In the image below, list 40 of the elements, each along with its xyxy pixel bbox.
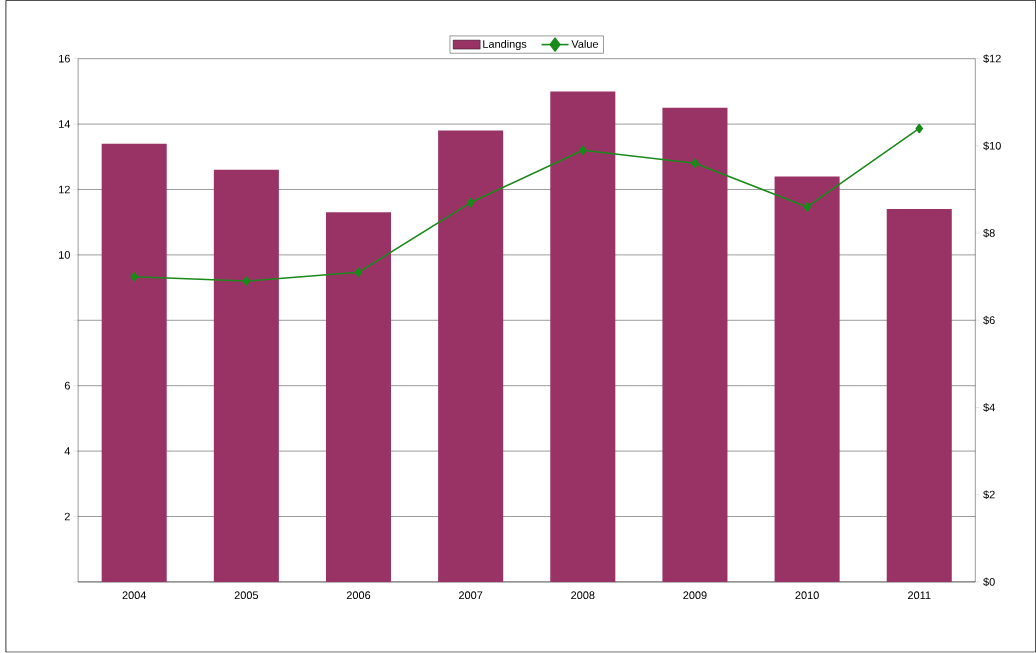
y-tick-label: 2 (64, 512, 70, 521)
x-tick-label: 2008 (571, 591, 595, 600)
x-tick-label: 2007 (459, 591, 483, 600)
y2-tick-label: $10 (983, 141, 1001, 151)
y2-tick-label: $2 (983, 490, 995, 500)
x-tick-label: 2011 (908, 591, 931, 600)
x-tick-label: 2009 (683, 591, 707, 600)
bar (101, 143, 167, 583)
bar (438, 130, 504, 583)
point (691, 158, 699, 169)
point (579, 145, 587, 156)
point (915, 123, 924, 134)
y-tick-label: 6 (64, 382, 70, 390)
y2-tick-label: $0 (983, 577, 995, 587)
x-tick-label: 2004 (122, 591, 147, 600)
y2-tick-label: $4 (983, 403, 995, 413)
bar (550, 91, 616, 583)
x-tick-label: 2010 (795, 591, 819, 600)
y2-tick-label: $6 (983, 316, 995, 325)
bar (774, 176, 840, 583)
y2-tick-label: $12 (983, 54, 1001, 64)
x-tick-label: 2006 (346, 591, 371, 600)
y-tick-label: 10 (59, 251, 70, 259)
bar (325, 212, 392, 583)
legend-label: Landings (483, 40, 527, 51)
y-tick-label: 12 (59, 185, 70, 194)
point (354, 267, 363, 278)
y-tick-label: 16 (59, 55, 70, 63)
point (130, 272, 138, 282)
y-tick-label: 4 (64, 447, 71, 456)
bar (662, 107, 728, 583)
y2-tick-label: $8 (983, 228, 995, 238)
bar (213, 170, 279, 583)
point (242, 276, 251, 287)
y-tick-label: 14 (59, 120, 71, 129)
point (466, 198, 475, 208)
legend-label: Value (571, 40, 599, 49)
point (803, 202, 811, 212)
bar (886, 209, 952, 583)
x-tick-label: 2005 (234, 591, 259, 600)
